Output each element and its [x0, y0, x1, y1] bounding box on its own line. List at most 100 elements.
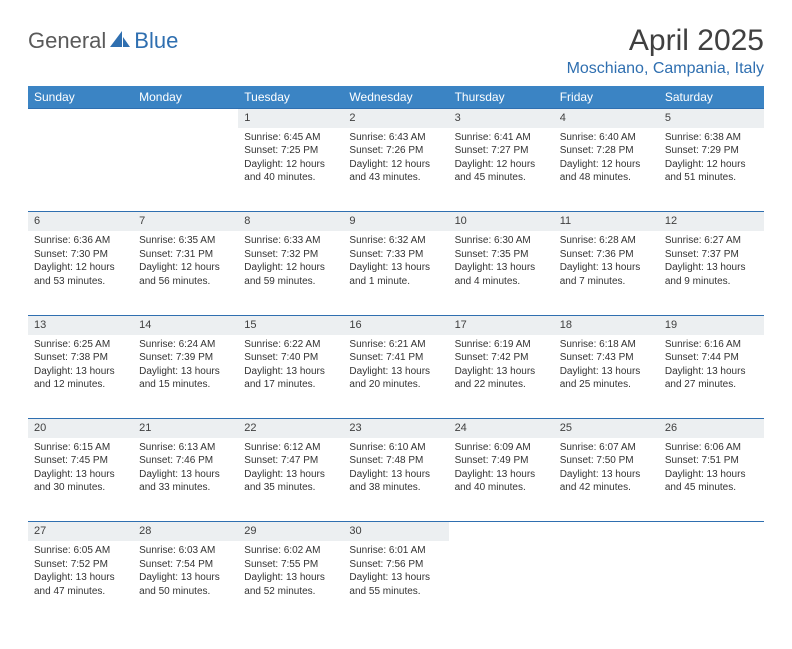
daylight-text-line1: Daylight: 12 hours [34, 261, 127, 275]
day-number-cell: 3 [449, 109, 554, 128]
sunset-text: Sunset: 7:48 PM [349, 454, 442, 468]
weekday-header: Saturday [659, 86, 764, 109]
daylight-text-line2: and 53 minutes. [34, 275, 127, 289]
sunset-text: Sunset: 7:40 PM [244, 351, 337, 365]
daylight-text-line1: Daylight: 13 hours [455, 261, 548, 275]
sunrise-text: Sunrise: 6:41 AM [455, 131, 548, 145]
day-content-cell: Sunrise: 6:30 AMSunset: 7:35 PMDaylight:… [449, 231, 554, 315]
day-content-cell: Sunrise: 6:40 AMSunset: 7:28 PMDaylight:… [554, 128, 659, 212]
daylight-text-line1: Daylight: 13 hours [244, 571, 337, 585]
daylight-text-line1: Daylight: 13 hours [244, 365, 337, 379]
day-content-cell: Sunrise: 6:07 AMSunset: 7:50 PMDaylight:… [554, 438, 659, 522]
sunset-text: Sunset: 7:47 PM [244, 454, 337, 468]
daylight-text-line2: and 1 minute. [349, 275, 442, 289]
sunset-text: Sunset: 7:44 PM [665, 351, 758, 365]
daylight-text-line1: Daylight: 12 hours [139, 261, 232, 275]
day-content-cell: Sunrise: 6:19 AMSunset: 7:42 PMDaylight:… [449, 335, 554, 419]
day-content-cell: Sunrise: 6:32 AMSunset: 7:33 PMDaylight:… [343, 231, 448, 315]
day-content-cell: Sunrise: 6:24 AMSunset: 7:39 PMDaylight:… [133, 335, 238, 419]
sunset-text: Sunset: 7:35 PM [455, 248, 548, 262]
sunrise-text: Sunrise: 6:45 AM [244, 131, 337, 145]
sunset-text: Sunset: 7:46 PM [139, 454, 232, 468]
sunrise-text: Sunrise: 6:03 AM [139, 544, 232, 558]
day-content-cell [133, 128, 238, 212]
day-content-row: Sunrise: 6:25 AMSunset: 7:38 PMDaylight:… [28, 335, 764, 419]
day-number-cell: 18 [554, 315, 659, 334]
day-number-cell: 22 [238, 419, 343, 438]
daylight-text-line1: Daylight: 13 hours [560, 365, 653, 379]
day-number-cell: 25 [554, 419, 659, 438]
day-content-cell [554, 541, 659, 625]
day-content-cell: Sunrise: 6:13 AMSunset: 7:46 PMDaylight:… [133, 438, 238, 522]
day-number-row: 27282930 [28, 522, 764, 541]
daylight-text-line2: and 22 minutes. [455, 378, 548, 392]
day-number-cell: 13 [28, 315, 133, 334]
logo-text-blue: Blue [134, 28, 178, 54]
day-content-cell [449, 541, 554, 625]
daylight-text-line1: Daylight: 12 hours [560, 158, 653, 172]
sunset-text: Sunset: 7:55 PM [244, 558, 337, 572]
daylight-text-line2: and 35 minutes. [244, 481, 337, 495]
day-content-cell: Sunrise: 6:05 AMSunset: 7:52 PMDaylight:… [28, 541, 133, 625]
sunset-text: Sunset: 7:50 PM [560, 454, 653, 468]
day-number-row: 13141516171819 [28, 315, 764, 334]
day-number-cell [28, 109, 133, 128]
daylight-text-line1: Daylight: 12 hours [244, 158, 337, 172]
day-number-cell: 8 [238, 212, 343, 231]
day-number-cell: 5 [659, 109, 764, 128]
weekday-header: Wednesday [343, 86, 448, 109]
day-number-cell [133, 109, 238, 128]
day-number-cell: 11 [554, 212, 659, 231]
sunset-text: Sunset: 7:54 PM [139, 558, 232, 572]
daylight-text-line2: and 55 minutes. [349, 585, 442, 599]
title-block: April 2025 Moschiano, Campania, Italy [567, 24, 764, 78]
day-content-cell: Sunrise: 6:09 AMSunset: 7:49 PMDaylight:… [449, 438, 554, 522]
day-number-cell: 21 [133, 419, 238, 438]
sunrise-text: Sunrise: 6:24 AM [139, 338, 232, 352]
daylight-text-line2: and 27 minutes. [665, 378, 758, 392]
day-content-row: Sunrise: 6:36 AMSunset: 7:30 PMDaylight:… [28, 231, 764, 315]
day-content-cell: Sunrise: 6:22 AMSunset: 7:40 PMDaylight:… [238, 335, 343, 419]
sunset-text: Sunset: 7:56 PM [349, 558, 442, 572]
sunrise-text: Sunrise: 6:07 AM [560, 441, 653, 455]
sunset-text: Sunset: 7:28 PM [560, 144, 653, 158]
page-header: General Blue April 2025 Moschiano, Campa… [28, 24, 764, 78]
day-number-cell: 30 [343, 522, 448, 541]
daylight-text-line2: and 30 minutes. [34, 481, 127, 495]
day-content-cell: Sunrise: 6:41 AMSunset: 7:27 PMDaylight:… [449, 128, 554, 212]
daylight-text-line2: and 51 minutes. [665, 171, 758, 185]
sunset-text: Sunset: 7:45 PM [34, 454, 127, 468]
day-content-cell: Sunrise: 6:33 AMSunset: 7:32 PMDaylight:… [238, 231, 343, 315]
daylight-text-line2: and 47 minutes. [34, 585, 127, 599]
sunrise-text: Sunrise: 6:09 AM [455, 441, 548, 455]
daylight-text-line2: and 15 minutes. [139, 378, 232, 392]
day-number-row: 20212223242526 [28, 419, 764, 438]
day-content-cell: Sunrise: 6:43 AMSunset: 7:26 PMDaylight:… [343, 128, 448, 212]
day-number-cell [659, 522, 764, 541]
daylight-text-line1: Daylight: 12 hours [455, 158, 548, 172]
logo: General Blue [28, 24, 178, 54]
day-content-cell: Sunrise: 6:27 AMSunset: 7:37 PMDaylight:… [659, 231, 764, 315]
sunrise-text: Sunrise: 6:32 AM [349, 234, 442, 248]
sunset-text: Sunset: 7:43 PM [560, 351, 653, 365]
weekday-header: Friday [554, 86, 659, 109]
day-content-cell: Sunrise: 6:18 AMSunset: 7:43 PMDaylight:… [554, 335, 659, 419]
sunset-text: Sunset: 7:41 PM [349, 351, 442, 365]
sunset-text: Sunset: 7:29 PM [665, 144, 758, 158]
daylight-text-line1: Daylight: 13 hours [139, 365, 232, 379]
sunset-text: Sunset: 7:42 PM [455, 351, 548, 365]
daylight-text-line2: and 4 minutes. [455, 275, 548, 289]
daylight-text-line1: Daylight: 13 hours [349, 365, 442, 379]
sunrise-text: Sunrise: 6:01 AM [349, 544, 442, 558]
sunrise-text: Sunrise: 6:06 AM [665, 441, 758, 455]
sunrise-text: Sunrise: 6:43 AM [349, 131, 442, 145]
sunset-text: Sunset: 7:52 PM [34, 558, 127, 572]
day-content-cell: Sunrise: 6:01 AMSunset: 7:56 PMDaylight:… [343, 541, 448, 625]
sunrise-text: Sunrise: 6:38 AM [665, 131, 758, 145]
day-number-cell: 17 [449, 315, 554, 334]
day-content-row: Sunrise: 6:15 AMSunset: 7:45 PMDaylight:… [28, 438, 764, 522]
calendar-page: General Blue April 2025 Moschiano, Campa… [0, 0, 792, 649]
day-content-row: Sunrise: 6:45 AMSunset: 7:25 PMDaylight:… [28, 128, 764, 212]
sunrise-text: Sunrise: 6:25 AM [34, 338, 127, 352]
day-content-cell: Sunrise: 6:36 AMSunset: 7:30 PMDaylight:… [28, 231, 133, 315]
